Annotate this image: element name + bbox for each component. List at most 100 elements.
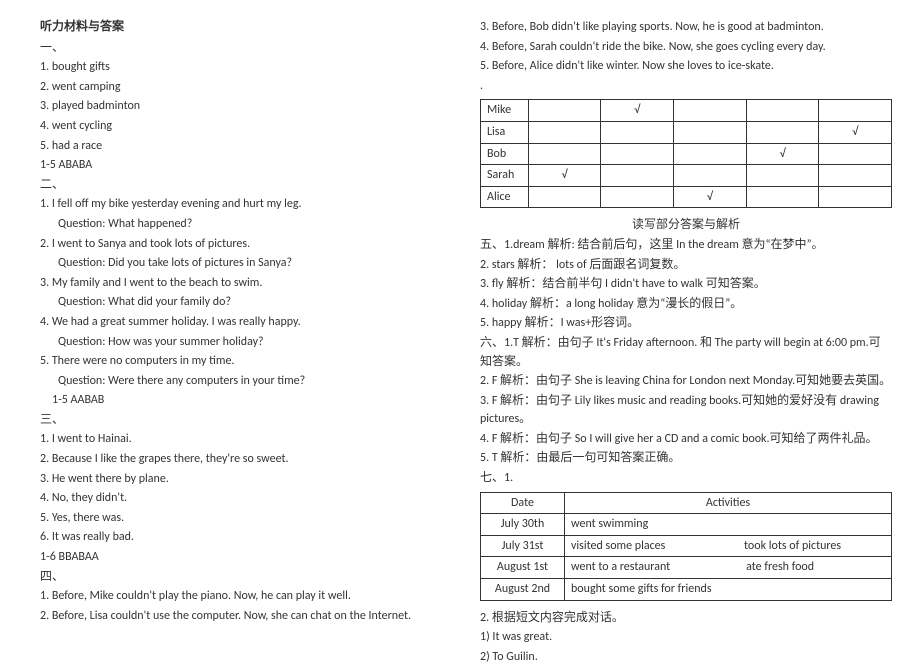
check-cell [673, 143, 746, 165]
check-cell: √ [601, 100, 674, 122]
list-item: 5. had a race [40, 137, 452, 156]
list-item: 3. fly 解析：结合前半句 I didn't have to walk 可知… [480, 275, 892, 294]
list-item: 5. T 解析：由最后一句可知答案正确。 [480, 449, 892, 468]
reading-writing-heading: 读写部分答案与解析 [480, 216, 892, 235]
section-1-key: 1-5 ABABA [40, 156, 452, 175]
check-cell [601, 143, 674, 165]
check-cell [819, 165, 892, 187]
check-cell [819, 186, 892, 208]
section-2-items: 1. I fell off my bike yesterday evening … [40, 195, 452, 390]
name-cell: Mike [481, 100, 529, 122]
left-column: 听力材料与答案 一、 1. bought gifts2. went campin… [40, 18, 452, 633]
check-cell: √ [528, 165, 601, 187]
date-cell: August 2nd [481, 579, 565, 601]
list-item: 五、1.dream 解析: 结合前后句，这里 In the dream 意为“在… [480, 236, 892, 255]
right-column: 3. Before, Bob didn't like playing sport… [480, 18, 892, 633]
check-cell [673, 165, 746, 187]
section-2-label: 二、 [40, 176, 452, 195]
check-cell [601, 186, 674, 208]
check-cell [601, 121, 674, 143]
section-3-key: 1-6 BBABAA [40, 548, 452, 567]
activity-cell: bought some gifts for friends [565, 579, 892, 601]
list-item: 2. stars 解析： lots of 后面跟名词复数。 [480, 256, 892, 275]
date-cell: August 1st [481, 557, 565, 579]
section-4-items: 1. Before, Mike couldn't play the piano.… [40, 587, 452, 625]
section-1-label: 一、 [40, 39, 452, 58]
date-cell: July 31st [481, 535, 565, 557]
list-item: 2. Because I like the grapes there, they… [40, 450, 452, 469]
check-cell [746, 121, 819, 143]
table-row: Mike √ [481, 100, 892, 122]
table-header-date: Date [481, 492, 565, 514]
table-row: Lisa√ [481, 121, 892, 143]
list-item: 1) It was great. [480, 628, 892, 647]
section-7-label: 七、1. [480, 469, 892, 488]
name-cell: Bob [481, 143, 529, 165]
table-row: August 2ndbought some gifts for friends [481, 579, 892, 601]
section-5-items: 五、1.dream 解析: 结合前后句，这里 In the dream 意为“在… [480, 236, 892, 333]
list-item: . [480, 77, 892, 96]
name-cell: Sarah [481, 165, 529, 187]
list-item: 1. I fell off my bike yesterday evening … [40, 195, 452, 214]
table-row: July 30thwent swimming [481, 514, 892, 536]
list-item: 2. I went to Sanya and took lots of pict… [40, 235, 452, 254]
listening-heading: 听力材料与答案 [40, 18, 452, 37]
activity-cell: went to a restaurant ate fresh food [565, 557, 892, 579]
section-3-label: 三、 [40, 411, 452, 430]
list-item: Question: What happened? [40, 215, 452, 234]
list-item: Question: Were there any computers in yo… [40, 372, 452, 391]
list-item: 1. Before, Mike couldn't play the piano.… [40, 587, 452, 606]
list-item: 3. played badminton [40, 97, 452, 116]
list-item: 5. happy 解析：I was+形容词。 [480, 314, 892, 333]
names-check-table: Mike√Lisa√Bob√Sarah√Alice√ [480, 99, 892, 208]
check-cell [746, 165, 819, 187]
list-item: 3. Before, Bob didn't like playing sport… [480, 18, 892, 37]
list-item: 2. 根据短文内容完成对话。 [480, 609, 892, 628]
check-cell [673, 100, 746, 122]
list-item: 2. F 解析：由句子 She is leaving China for Lon… [480, 372, 892, 391]
name-cell: Alice [481, 186, 529, 208]
section-1-items: 1. bought gifts2. went camping3. played … [40, 58, 452, 155]
check-cell [601, 165, 674, 187]
table-row: Bob √ [481, 143, 892, 165]
list-item: 4. No, they didn't. [40, 489, 452, 508]
list-item: 4. Before, Sarah couldn't ride the bike.… [480, 38, 892, 57]
name-cell: Lisa [481, 121, 529, 143]
list-item: 5. Before, Alice didn't like winter. Now… [480, 57, 892, 76]
activities-table: Date Activities July 30thwent swimmingJu… [480, 492, 892, 601]
list-item: 2. went camping [40, 78, 452, 97]
check-cell [819, 100, 892, 122]
list-item: 5. Yes, there was. [40, 509, 452, 528]
table-row: Sarah√ [481, 165, 892, 187]
list-item: 3. F 解析：由句子 Lily likes music and reading… [480, 392, 892, 429]
list-item: Question: Did you take lots of pictures … [40, 254, 452, 273]
list-item: Question: How was your summer holiday? [40, 333, 452, 352]
list-item: 2. Before, Lisa couldn't use the compute… [40, 607, 452, 626]
list-item: 4. holiday 解析：a long holiday 意为“漫长的假日”。 [480, 295, 892, 314]
list-item: 4. We had a great summer holiday. I was … [40, 313, 452, 332]
table-row: July 31stvisited some places took lots o… [481, 535, 892, 557]
check-cell [746, 100, 819, 122]
list-item: 3. He went there by plane. [40, 470, 452, 489]
list-item: 3. My family and I went to the beach to … [40, 274, 452, 293]
list-item: 4. went cycling [40, 117, 452, 136]
check-cell [528, 186, 601, 208]
section-6-items: 六、1.T 解析：由句子 It's Friday afternoon. 和 Th… [480, 334, 892, 468]
list-item: 6. It was really bad. [40, 528, 452, 547]
check-cell: √ [746, 143, 819, 165]
table-row: Alice √ [481, 186, 892, 208]
check-cell [528, 121, 601, 143]
table-row: August 1stwent to a restaurant ate fresh… [481, 557, 892, 579]
section-4-items-cont: 3. Before, Bob didn't like playing sport… [480, 18, 892, 95]
list-item: 1. I went to Hainai. [40, 430, 452, 449]
list-item: 4. F 解析：由句子 So I will give her a CD and … [480, 430, 892, 449]
check-cell [528, 143, 601, 165]
activity-cell: went swimming [565, 514, 892, 536]
list-item: Question: What did your family do? [40, 293, 452, 312]
table-header-activities: Activities [565, 492, 892, 514]
section-4-label: 四、 [40, 568, 452, 587]
check-cell: √ [673, 186, 746, 208]
section-7-tail: 2. 根据短文内容完成对话。1) It was great.2) To Guil… [480, 609, 892, 666]
check-cell [673, 121, 746, 143]
list-item: 六、1.T 解析：由句子 It's Friday afternoon. 和 Th… [480, 334, 892, 371]
